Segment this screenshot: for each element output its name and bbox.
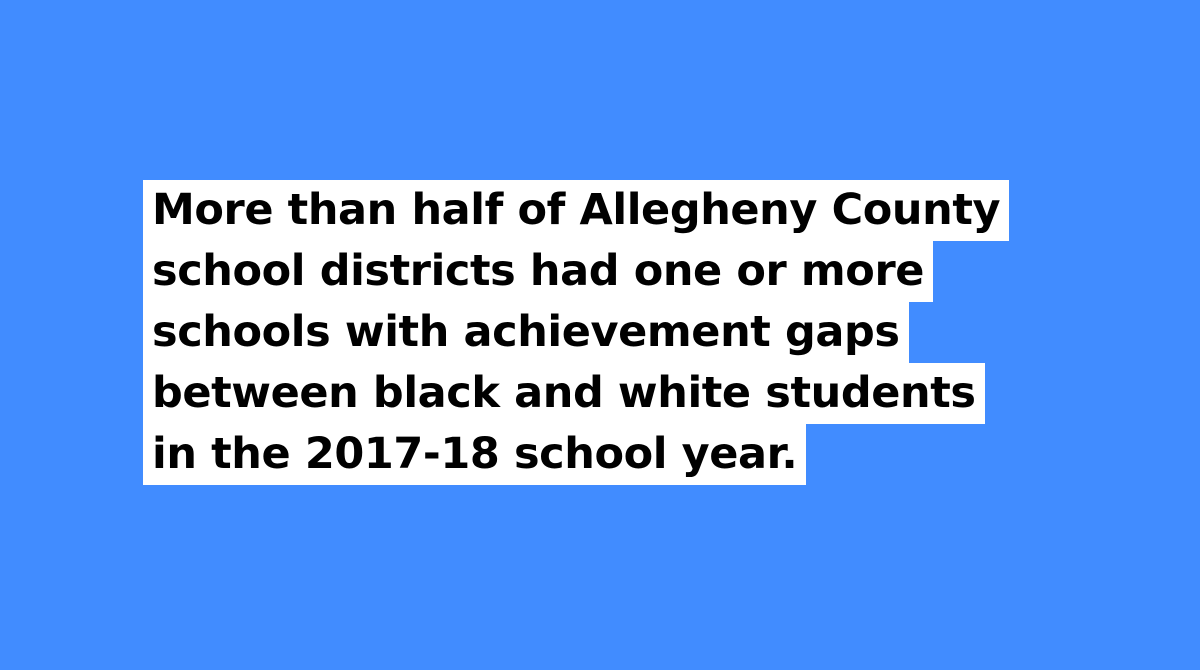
headline-line-5: in the 2017-18 school year. — [143, 424, 807, 485]
headline-line-4: between black and white students — [143, 363, 985, 424]
headline-line-3: schools with achievement gaps — [143, 302, 909, 363]
headline-line-1: More than half of Allegheny County — [143, 180, 1010, 241]
headline-quote: More than half of Allegheny County schoo… — [143, 180, 1093, 485]
headline-line-2: school districts had one or more — [143, 241, 934, 302]
